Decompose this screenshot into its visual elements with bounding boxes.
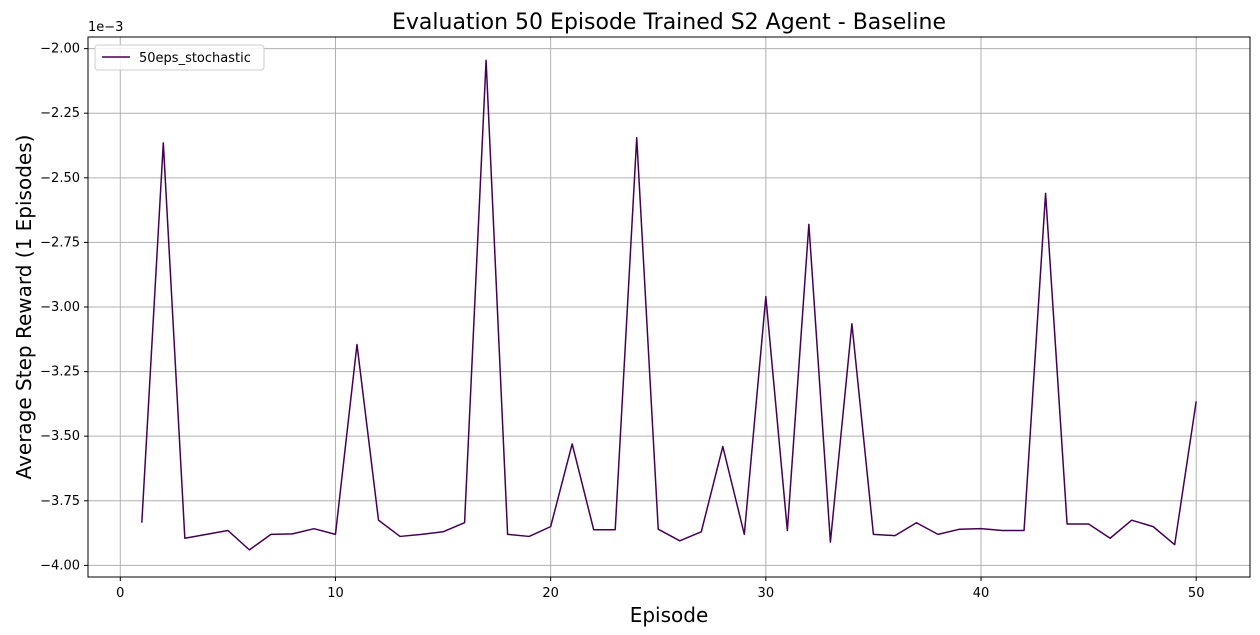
x-tick-label: 0 — [116, 586, 124, 601]
y-tick-label: −3.25 — [40, 365, 80, 380]
y-tick-label: −2.75 — [40, 235, 80, 250]
y-tick-label: −3.75 — [40, 494, 80, 509]
grid — [88, 37, 1250, 577]
y-offset-label: 1e−3 — [88, 20, 123, 35]
series-line-50eps-stochastic — [141, 59, 1197, 551]
y-tick-label: −3.50 — [40, 429, 80, 444]
x-axis-label: Episode — [630, 603, 709, 627]
y-tick-label: −2.25 — [40, 106, 80, 121]
y-tick-label: −4.00 — [40, 558, 80, 573]
y-tick-label: −2.50 — [40, 171, 80, 186]
y-tick-label: −2.00 — [40, 42, 80, 57]
x-tick-label: 20 — [542, 586, 559, 601]
chart-title: Evaluation 50 Episode Trained S2 Agent -… — [392, 10, 946, 35]
y-tick-label: −3.00 — [40, 300, 80, 315]
x-tick-label: 10 — [327, 586, 344, 601]
series-layer — [141, 59, 1197, 551]
y-axis-label: Average Step Reward (1 Episodes) — [12, 135, 36, 480]
x-tick-label: 50 — [1188, 586, 1205, 601]
legend: 50eps_stochastic — [94, 44, 265, 71]
legend-box — [94, 44, 265, 71]
x-tick-label: 30 — [758, 586, 775, 601]
axis-ticks: 0 10 20 30 40 50 −4.00 −3.75 −3.50 −3.25 −3.00 −2.7… — [40, 42, 1204, 601]
x-tick-label: 40 — [973, 586, 990, 601]
legend-label: 50eps_stochastic — [139, 51, 251, 66]
